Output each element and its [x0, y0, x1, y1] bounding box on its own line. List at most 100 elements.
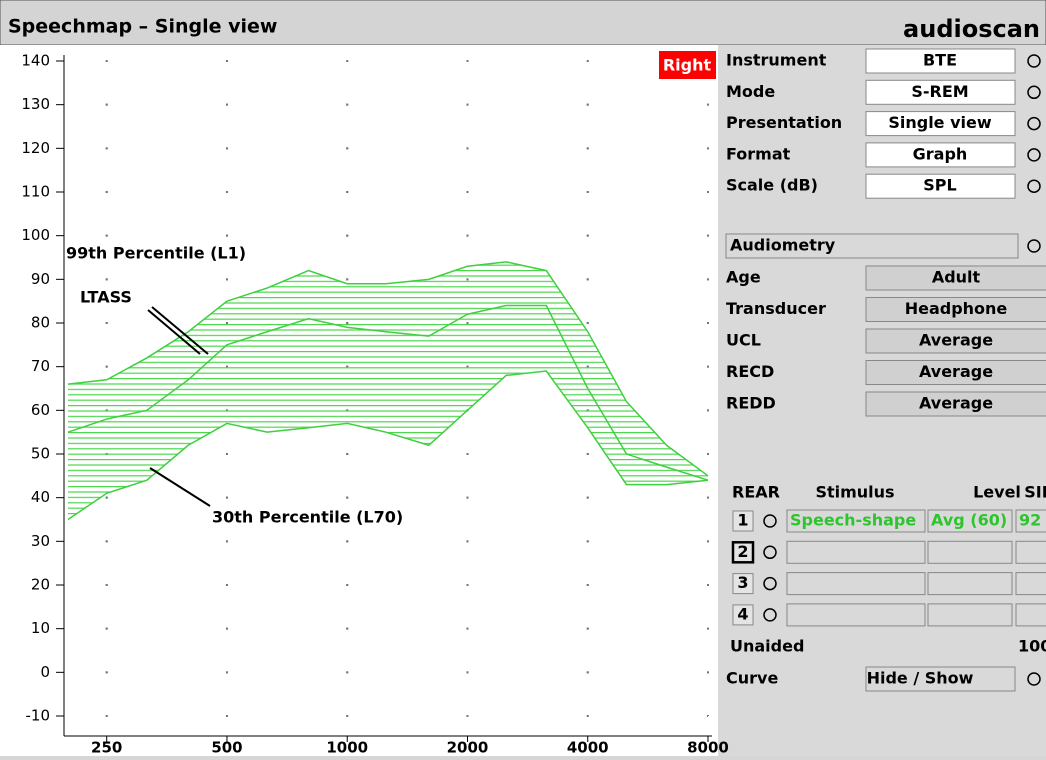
- setting-label: Instrument: [726, 51, 827, 70]
- y-tick-label: 80: [31, 314, 50, 332]
- setting-field[interactable]: [865, 48, 1016, 74]
- x-tick-label: 500: [211, 739, 242, 757]
- setting-value: S-REM: [911, 82, 968, 101]
- radio-button[interactable]: [1027, 672, 1041, 686]
- setting-value: Headphone: [905, 299, 1008, 318]
- series-line: [67, 304, 709, 481]
- y-tick-label: 20: [31, 576, 50, 594]
- radio-button[interactable]: [1027, 54, 1041, 68]
- radio-button[interactable]: [763, 608, 777, 622]
- radio-button[interactable]: [1027, 179, 1041, 193]
- y-tick-label: 70: [31, 357, 50, 375]
- setting-value: BTE: [923, 51, 957, 70]
- level-cell: [927, 540, 1013, 564]
- radio-button[interactable]: [763, 576, 777, 591]
- annotation: 99th Percentile (L1): [66, 244, 246, 263]
- table-header: Stimulus: [815, 483, 894, 502]
- row-number: 2: [737, 542, 748, 561]
- unaided-label: Unaided: [730, 637, 804, 656]
- radio-button[interactable]: [763, 545, 777, 560]
- level-cell: [927, 509, 1013, 533]
- x-tick-label: 1000: [326, 739, 368, 757]
- setting-value: Average: [919, 394, 993, 413]
- stimulus: Speech-shape: [790, 511, 916, 530]
- radio-button[interactable]: [1027, 116, 1041, 131]
- annotation: LTASS: [80, 288, 132, 307]
- level: Avg (60): [931, 511, 1007, 530]
- y-tick-label: 0: [40, 663, 50, 681]
- row-number: 3: [737, 573, 748, 592]
- setting-value: Average: [919, 362, 993, 381]
- annotation: 30th Percentile (L70): [212, 508, 403, 527]
- setting-field[interactable]: [865, 79, 1016, 105]
- brand: audioscan: [903, 15, 1040, 43]
- row-number: 1: [737, 511, 748, 530]
- y-tick-label: 100: [21, 226, 50, 244]
- series-line: [67, 370, 709, 521]
- setting-label: RECD: [726, 362, 774, 381]
- x-tick-label: 250: [91, 739, 122, 757]
- radio-button[interactable]: [1027, 148, 1041, 162]
- band-fill: [68, 261, 708, 520]
- curve-value: Hide / Show: [867, 669, 974, 688]
- table-header: REAR: [732, 483, 780, 502]
- setting-label: Scale (dB): [726, 176, 818, 195]
- leader-line: [151, 306, 209, 355]
- radio-button[interactable]: [1027, 85, 1041, 100]
- row-button[interactable]: [732, 510, 754, 532]
- y-tick-label: 60: [31, 401, 50, 419]
- stimulus-cell: [786, 572, 926, 596]
- setting-field[interactable]: [865, 111, 1016, 137]
- table-header: Level: [973, 483, 1021, 502]
- setting-value: Single view: [888, 113, 992, 132]
- y-tick-label: 140: [21, 52, 50, 70]
- level-cell: [927, 572, 1013, 596]
- row-button[interactable]: [732, 573, 754, 595]
- readonly-field: [865, 391, 1046, 417]
- level-cell: [927, 603, 1013, 627]
- setting-label: Age: [726, 268, 761, 287]
- radio-button[interactable]: [763, 514, 777, 528]
- y-tick-label: 30: [31, 532, 50, 550]
- x-tick-label: 2000: [447, 739, 489, 757]
- stimulus-cell: [786, 509, 926, 533]
- setting-label: Format: [726, 144, 791, 163]
- y-tick-label: 40: [31, 488, 50, 506]
- row-button[interactable]: [732, 604, 754, 626]
- sii-cell: [1015, 603, 1046, 627]
- sii: 92: [1019, 511, 1041, 530]
- x-tick-label: 8000: [687, 739, 729, 757]
- y-tick-label: 110: [21, 183, 50, 201]
- readonly-field: [865, 360, 1046, 385]
- setting-value: SPL: [923, 176, 956, 195]
- curve-button[interactable]: [865, 666, 1016, 692]
- readonly-field: [865, 297, 1046, 322]
- setting-field[interactable]: [865, 173, 1016, 199]
- setting-value: Average: [919, 331, 993, 350]
- setting-label: UCL: [726, 331, 761, 350]
- radio-button[interactable]: [1027, 239, 1041, 253]
- readonly-field: [865, 328, 1046, 354]
- sii-cell: [1015, 509, 1046, 533]
- series-line: [67, 261, 709, 477]
- stimulus-cell: [786, 603, 926, 627]
- x-tick-label: 4000: [567, 739, 609, 757]
- row-button[interactable]: [731, 541, 755, 564]
- setting-field[interactable]: [865, 142, 1016, 168]
- leader-line: [147, 309, 201, 355]
- unaided-value: 100: [1018, 637, 1046, 656]
- setting-value: Adult: [932, 268, 981, 287]
- audiometry-button[interactable]: [725, 233, 1019, 259]
- y-tick-label: 50: [31, 445, 50, 463]
- y-tick-label: 90: [31, 270, 50, 288]
- window-title: Speechmap – Single view: [8, 16, 277, 38]
- stimulus-cell: [786, 540, 926, 564]
- y-tick-label: 130: [21, 95, 50, 113]
- curve-label: Curve: [726, 669, 778, 688]
- sii-cell: [1015, 572, 1046, 596]
- leader-line: [149, 467, 211, 507]
- section-title: Audiometry: [730, 236, 836, 255]
- setting-value: Graph: [913, 144, 968, 163]
- setting-label: Transducer: [726, 299, 826, 318]
